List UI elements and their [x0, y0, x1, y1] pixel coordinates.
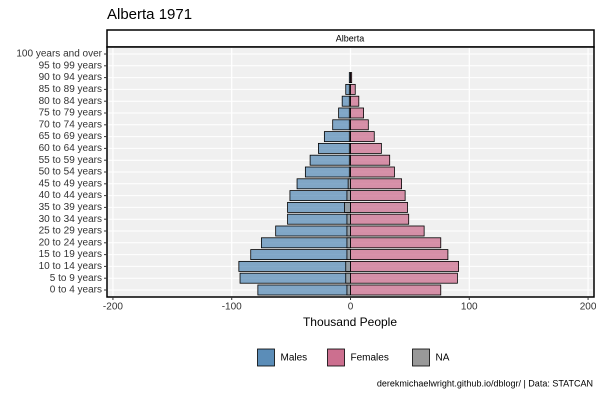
y-tick-label: 20 to 24 years — [39, 237, 102, 248]
bar — [296, 178, 351, 190]
y-tick-label: 10 to 14 years — [39, 261, 102, 272]
bar — [250, 249, 351, 261]
bar — [350, 95, 360, 107]
bar — [347, 178, 351, 190]
x-tick-label: 200 — [580, 302, 597, 313]
legend-swatch — [327, 348, 345, 367]
y-tick-label: 5 to 9 years — [50, 273, 102, 284]
bar — [348, 95, 351, 107]
bar — [350, 237, 442, 249]
bar — [350, 201, 408, 213]
y-tick-label: 30 to 34 years — [39, 214, 102, 225]
y-tick-label: 90 to 94 years — [39, 72, 102, 83]
bar — [346, 190, 351, 202]
bar — [348, 131, 351, 143]
bar — [344, 201, 351, 213]
y-tick-label: 45 to 49 years — [39, 178, 102, 189]
bar — [346, 225, 351, 237]
bar — [350, 72, 353, 84]
bar — [239, 272, 351, 284]
bar — [238, 260, 351, 272]
legend-swatch — [412, 348, 430, 367]
bar — [257, 284, 351, 296]
strip-label: Alberta — [336, 33, 365, 43]
bar — [348, 119, 351, 131]
x-axis-title: Thousand People — [303, 315, 397, 329]
bar — [346, 284, 351, 296]
x-tick-label: -100 — [222, 302, 242, 313]
bar — [348, 83, 351, 95]
y-tick-label: 60 to 64 years — [39, 143, 102, 154]
bar — [261, 237, 351, 249]
bar — [350, 142, 382, 154]
y-tick-label: 100 years and over — [16, 49, 102, 60]
bar — [348, 154, 351, 166]
bar — [309, 154, 351, 166]
y-tick-label: 75 to 79 years — [39, 108, 102, 119]
bar — [332, 119, 351, 131]
y-tick-label: 65 to 69 years — [39, 131, 102, 142]
bar — [350, 119, 369, 131]
bar — [350, 225, 425, 237]
bar — [350, 83, 356, 95]
bar — [338, 107, 351, 119]
bar — [350, 260, 459, 272]
bar — [304, 166, 351, 178]
bar — [350, 107, 364, 119]
x-tick-label: 100 — [461, 302, 478, 313]
y-tick-label: 95 to 99 years — [39, 60, 102, 71]
bar — [350, 213, 410, 225]
chart-title: Alberta 1971 — [107, 6, 192, 23]
bar — [345, 272, 351, 284]
bar — [348, 107, 351, 119]
bar — [350, 284, 442, 296]
bar — [318, 142, 351, 154]
y-tick-label: 40 to 44 years — [39, 190, 102, 201]
bar — [289, 190, 351, 202]
y-tick-label: 35 to 39 years — [39, 202, 102, 213]
bar — [350, 249, 449, 261]
bar — [350, 272, 458, 284]
bar — [346, 249, 351, 261]
y-tick-label: 70 to 74 years — [39, 119, 102, 130]
y-tick-label: 55 to 59 years — [39, 155, 102, 166]
y-tick-label: 0 to 4 years — [50, 285, 102, 296]
x-tick-label: 0 — [348, 302, 354, 313]
bar — [275, 225, 351, 237]
legend-swatch — [257, 348, 275, 367]
bar — [323, 131, 351, 143]
bar — [345, 260, 351, 272]
bar — [346, 237, 351, 249]
bar — [348, 166, 351, 178]
bar — [350, 154, 391, 166]
bar — [350, 131, 375, 143]
bar — [350, 190, 406, 202]
legend-label: Females — [351, 353, 389, 364]
y-tick-label: 50 to 54 years — [39, 167, 102, 178]
legend-label: Males — [281, 353, 308, 364]
y-tick-label: 85 to 89 years — [39, 84, 102, 95]
bar — [348, 142, 351, 154]
legend-label: NA — [436, 353, 450, 364]
y-tick-label: 80 to 84 years — [39, 96, 102, 107]
y-tick-label: 25 to 29 years — [39, 226, 102, 237]
x-tick-label: -200 — [103, 302, 123, 313]
bar — [350, 178, 402, 190]
bar — [350, 166, 395, 178]
bar — [287, 201, 351, 213]
caption: derekmichaelwright.github.io/dblogr/ | D… — [377, 378, 593, 388]
y-tick-label: 15 to 19 years — [39, 249, 102, 260]
bar — [346, 213, 351, 225]
bar — [287, 213, 351, 225]
